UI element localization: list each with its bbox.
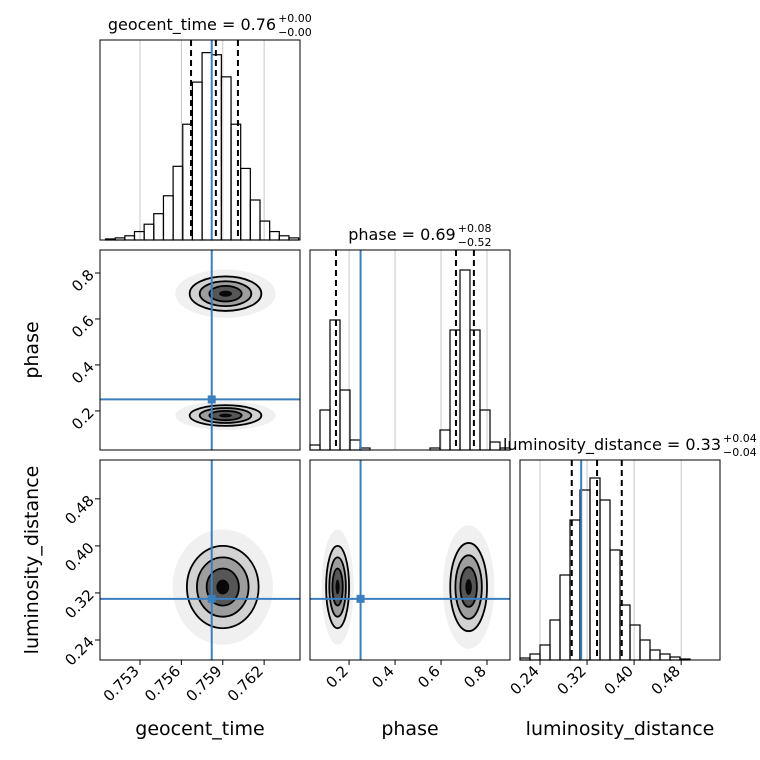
- hist-bar: [479, 409, 491, 451]
- hist-bar: [249, 199, 261, 241]
- y-axis-label: phase: [21, 321, 43, 378]
- hist-bar: [539, 644, 551, 661]
- hist-bar: [549, 619, 561, 661]
- hist-bar: [269, 230, 280, 241]
- truth-point: [207, 594, 216, 603]
- hist-bar: [162, 195, 174, 241]
- hist-bar: [309, 444, 321, 451]
- hist-bar: [230, 123, 242, 241]
- y-tick-label: 0.32: [61, 586, 97, 622]
- truth-point: [207, 395, 216, 404]
- title-sup: +0.08: [458, 222, 492, 235]
- truth-point: [356, 594, 365, 603]
- hist-bar: [529, 653, 541, 661]
- x-tick-label: 0.759: [182, 662, 225, 705]
- y-tick-label: 0.24: [61, 633, 97, 669]
- title-sub: −0.52: [458, 236, 492, 249]
- x-tick-label: 0.4: [368, 662, 398, 692]
- density: [175, 269, 276, 430]
- panel-frame: [99, 249, 301, 451]
- y-tick-label: 0.8: [68, 266, 98, 296]
- hist-bar: [191, 81, 203, 241]
- density: [172, 529, 273, 645]
- title-sup: +0.04: [723, 432, 757, 445]
- x-axis-label: luminosity_distance: [526, 718, 715, 740]
- panel-title: phase = 0.69: [348, 225, 455, 244]
- title-scripts: +0.04−0.04: [723, 432, 757, 459]
- hist-bar: [201, 52, 213, 241]
- x-tick-label: 0.40: [601, 662, 637, 698]
- hist-bar: [124, 235, 136, 241]
- x-tick-label: 0.6: [414, 662, 444, 692]
- x-tick-label: 0.48: [648, 662, 684, 698]
- contour: [465, 579, 472, 595]
- x-tick-label: 0.2: [322, 662, 352, 692]
- title-sup: +0.00: [278, 12, 312, 25]
- hist-bar: [133, 230, 145, 241]
- title-scripts: +0.00−0.00: [278, 12, 312, 39]
- hist-bar: [659, 653, 671, 661]
- title-scripts: +0.08−0.52: [458, 222, 492, 249]
- hist-bar: [649, 649, 661, 661]
- x-tick-label: 0.756: [141, 662, 184, 705]
- density: [321, 525, 495, 649]
- title-sub: −0.04: [723, 446, 757, 459]
- hist-bar: [319, 409, 331, 451]
- panel-frame: [309, 249, 511, 451]
- x-tick-label: 0.753: [100, 662, 143, 705]
- panel-title: luminosity_distance = 0.33: [503, 435, 721, 455]
- y-axis-label: luminosity_distance: [21, 466, 43, 655]
- hist-bar: [469, 329, 481, 451]
- contour: [219, 290, 232, 297]
- hist-bar: [489, 441, 501, 451]
- contour: [335, 579, 340, 595]
- x-tick-label: 0.762: [224, 662, 267, 705]
- contour: [216, 579, 230, 595]
- panel-frame: [99, 39, 301, 241]
- y-tick-label: 0.40: [61, 539, 97, 575]
- x-tick-label: 0.8: [460, 662, 490, 692]
- y-tick-label: 0.4: [68, 358, 98, 388]
- title-text: geocent_time = 0.76: [108, 15, 276, 35]
- hist-bar: [240, 167, 251, 241]
- contour: [219, 413, 232, 418]
- panel-frame: [519, 459, 721, 661]
- hist-bar: [339, 389, 351, 451]
- title-sub: −0.00: [278, 26, 312, 39]
- hist-bar: [609, 549, 621, 661]
- hist-bar: [349, 439, 361, 451]
- panel-frame: [99, 459, 301, 661]
- y-tick-label: 0.6: [68, 312, 98, 342]
- x-tick-label: 0.24: [506, 662, 542, 698]
- panel-title: geocent_time = 0.76: [108, 15, 276, 35]
- hist-bar: [278, 235, 290, 241]
- hist-bar: [629, 624, 641, 661]
- hist-bar: [459, 269, 471, 451]
- hist-bar: [153, 213, 165, 241]
- hist-bar: [259, 220, 271, 241]
- panel-frame: [309, 459, 511, 661]
- x-tick-label: 0.32: [554, 662, 590, 698]
- y-tick-label: 0.2: [68, 404, 98, 434]
- hist-bar: [589, 477, 601, 661]
- x-axis-label: phase: [381, 718, 438, 740]
- hist-bar: [599, 499, 611, 661]
- title-text: phase = 0.69: [348, 225, 455, 244]
- hist-bar: [143, 223, 155, 241]
- y-tick-label: 0.48: [61, 492, 97, 528]
- hist-bar: [639, 639, 651, 661]
- hist-bar: [559, 574, 571, 661]
- x-axis-label: geocent_time: [135, 718, 264, 740]
- title-text: luminosity_distance = 0.33: [503, 435, 721, 455]
